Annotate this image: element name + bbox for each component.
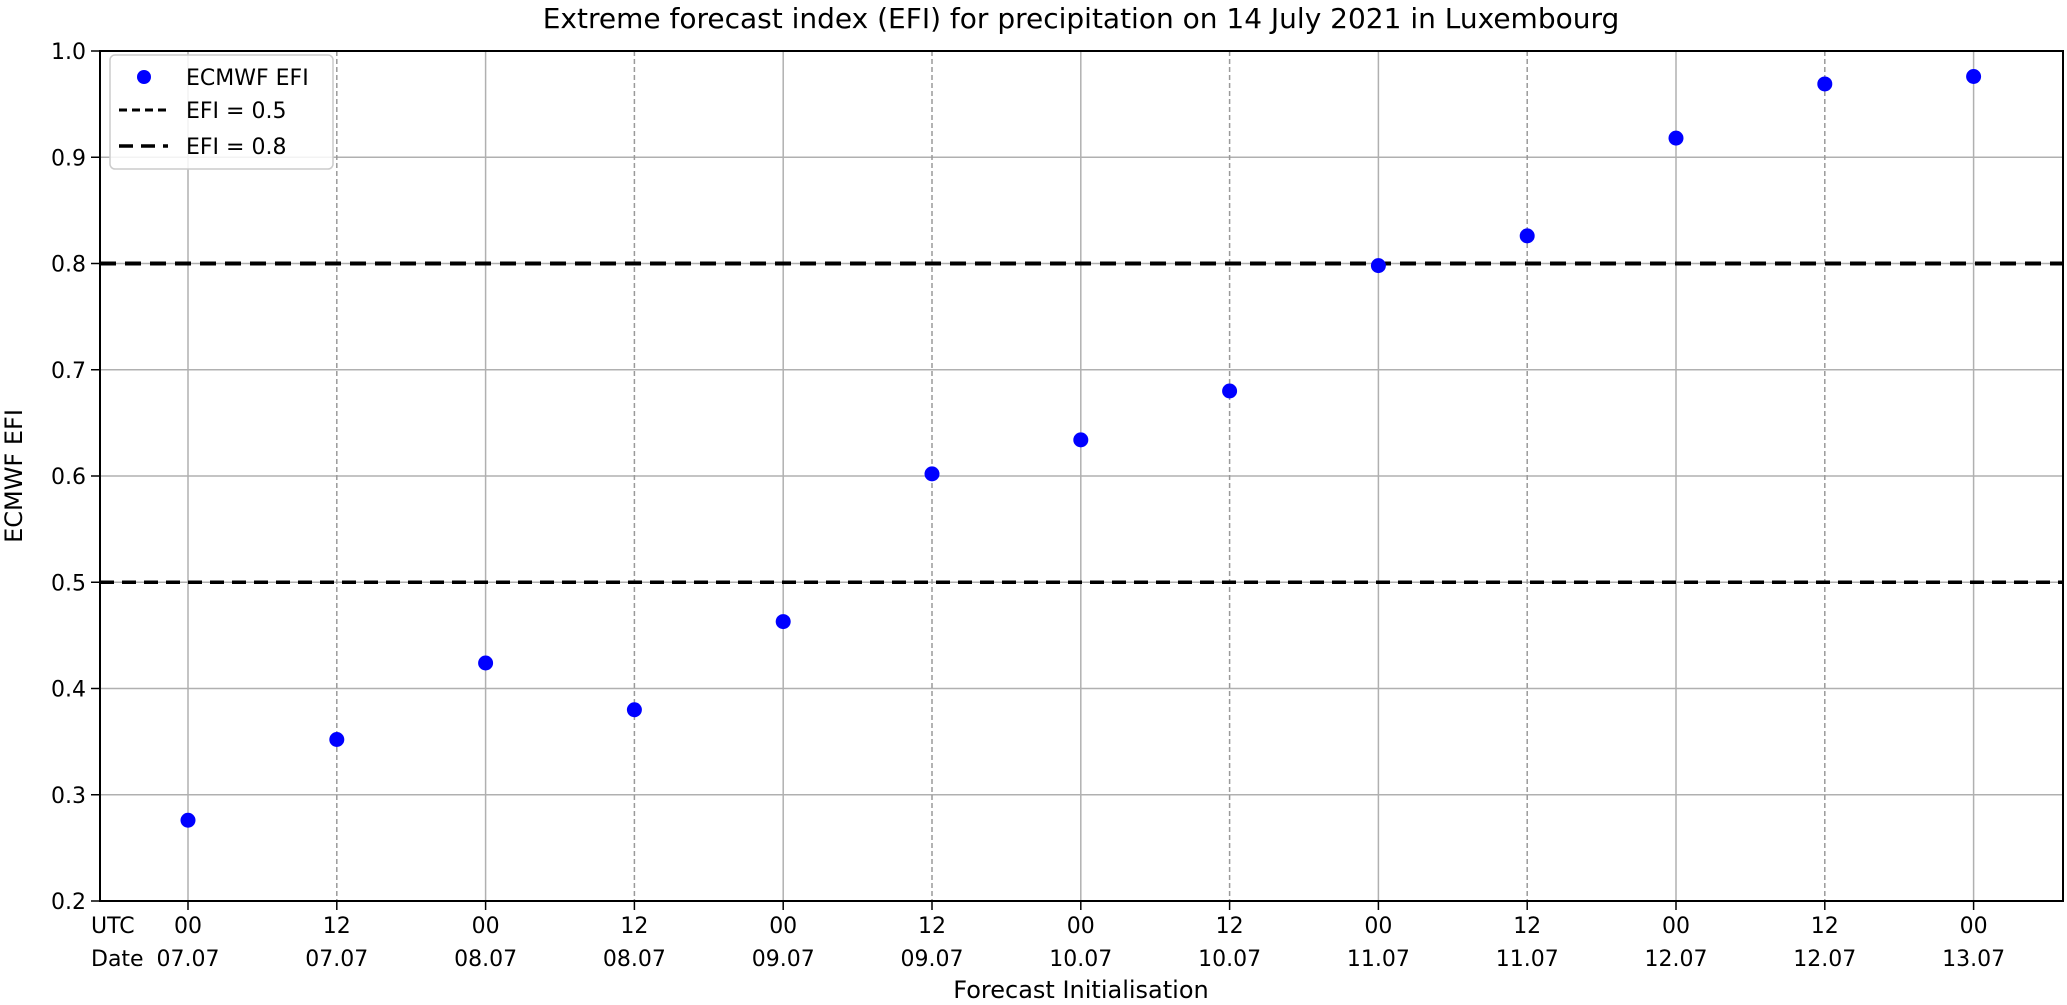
x-axis-label: Forecast Initialisation bbox=[953, 976, 1208, 1004]
data-point bbox=[329, 732, 345, 747]
chart-title: Extreme forecast index (EFI) for precipi… bbox=[543, 2, 1620, 35]
x-tick-label-utc: 00 bbox=[1067, 914, 1095, 939]
x-tick-label-date: 09.07 bbox=[752, 947, 815, 972]
x-tick-label-date: 08.07 bbox=[454, 947, 517, 972]
y-tick-label: 0.9 bbox=[51, 146, 86, 171]
legend: ECMWF EFI EFI = 0.5 EFI = 0.8 bbox=[109, 54, 334, 170]
x-tick-label-date: 11.07 bbox=[1347, 947, 1410, 972]
x-tick-label-utc: 00 bbox=[174, 914, 202, 939]
x-tick-label-utc: 00 bbox=[769, 914, 797, 939]
data-point bbox=[1073, 432, 1089, 448]
x-tick-label-utc: 12 bbox=[1216, 914, 1244, 939]
data-point bbox=[1668, 130, 1684, 146]
x-tick-label-utc: 12 bbox=[620, 914, 648, 939]
data-points bbox=[180, 69, 1982, 828]
x-tick-label-date: 07.07 bbox=[305, 947, 368, 972]
x-axis-ticks: 00 07.07 12 07.07 00 08.07 12 08.07 00 09.07 12 09.… bbox=[157, 901, 2005, 972]
x-tick-label-utc: 00 bbox=[1960, 914, 1988, 939]
reference-lines bbox=[100, 261, 2063, 584]
y-tick-label: 0.3 bbox=[51, 784, 86, 809]
legend-label-efi: ECMWF EFI bbox=[186, 66, 309, 91]
y-tick-label: 0.6 bbox=[51, 465, 86, 490]
x-tick-label-date: 13.07 bbox=[1942, 947, 2005, 972]
x-tick-label-utc: 00 bbox=[1364, 914, 1392, 939]
x-tick-label-date: 10.07 bbox=[1049, 947, 1112, 972]
data-point bbox=[478, 655, 494, 671]
data-point bbox=[1817, 76, 1833, 92]
x-tick-label-utc: 12 bbox=[323, 914, 351, 939]
utc-row-label: UTC bbox=[91, 914, 135, 939]
y-tick-label: 1.0 bbox=[51, 40, 86, 65]
legend-box bbox=[109, 54, 334, 170]
data-point bbox=[180, 812, 196, 828]
x-tick-label-utc: 12 bbox=[1811, 914, 1839, 939]
legend-label-efi-05: EFI = 0.5 bbox=[186, 99, 286, 124]
y-tick-label: 0.5 bbox=[51, 571, 86, 596]
y-axis-label: ECMWF EFI bbox=[0, 409, 28, 543]
date-row-label: Date bbox=[91, 947, 144, 972]
grid-lines bbox=[100, 50, 2063, 902]
y-tick-label: 0.8 bbox=[51, 253, 86, 278]
y-tick-label: 0.2 bbox=[51, 890, 86, 915]
legend-label-efi-08: EFI = 0.8 bbox=[186, 135, 286, 160]
data-point bbox=[775, 614, 791, 630]
x-tick-label-date: 10.07 bbox=[1198, 947, 1261, 972]
data-point bbox=[1966, 69, 1982, 84]
x-tick-label-date: 11.07 bbox=[1496, 947, 1559, 972]
y-axis-ticks: 0.2 0.3 0.4 0.5 0.6 0.7 0.8 0.9 1.0 bbox=[51, 40, 100, 915]
x-tick-label-date: 12.07 bbox=[1793, 947, 1856, 972]
x-tick-label-utc: 12 bbox=[918, 914, 946, 939]
y-tick-label: 0.4 bbox=[51, 678, 86, 703]
data-point bbox=[626, 702, 642, 718]
x-tick-label-utc: 12 bbox=[1513, 914, 1541, 939]
x-tick-label-date: 12.07 bbox=[1645, 947, 1708, 972]
data-point bbox=[1222, 383, 1238, 399]
data-point bbox=[924, 466, 940, 482]
legend-marker-efi bbox=[137, 70, 151, 84]
data-point bbox=[1370, 258, 1386, 274]
data-point bbox=[1519, 228, 1535, 244]
x-tick-label-utc: 00 bbox=[472, 914, 500, 939]
x-tick-label-date: 07.07 bbox=[157, 947, 220, 972]
x-tick-label-date: 08.07 bbox=[603, 947, 666, 972]
y-tick-label: 0.7 bbox=[51, 359, 86, 384]
x-tick-label-date: 09.07 bbox=[901, 947, 964, 972]
x-tick-label-utc: 00 bbox=[1662, 914, 1690, 939]
